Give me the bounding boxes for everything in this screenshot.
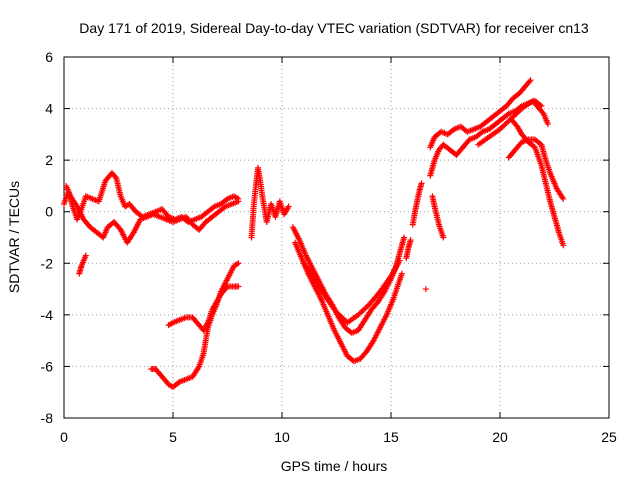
data-point [527,77,534,84]
y-tick-label: -8 [41,410,54,426]
series-track-b [63,182,242,246]
series-track-n [427,97,545,179]
series-track-o [429,193,447,241]
data-point [82,252,89,259]
plot-frame [63,56,610,419]
axis-ticks: 0 5 10 15 20 25 -8 -6 -4 -2 0 2 4 6 [41,49,617,445]
data-points [61,77,567,391]
x-tick-label: 25 [601,429,617,445]
data-point [418,180,425,187]
y-tick-label: 2 [45,152,53,168]
series-track-i [300,257,403,326]
data-point [223,284,230,291]
series-track-j [403,237,414,262]
data-point [407,237,414,244]
series-track-p [507,115,567,249]
series-track-f [248,164,292,241]
data-point [285,203,292,210]
data-point [396,257,403,264]
x-tick-label: 20 [492,429,508,445]
x-tick-label: 0 [60,429,68,445]
series-track-c [76,252,89,277]
data-point [422,286,429,293]
series-track-e [165,283,242,334]
y-tick-label: 6 [45,49,53,65]
data-point [401,234,408,241]
data-point [235,198,242,205]
y-axis-label: SDTVAR / TECUs [6,181,22,293]
data-point [560,242,567,249]
x-tick-label: 15 [383,429,399,445]
series-track-d [148,260,242,391]
x-tick-label: 10 [274,429,290,445]
y-tick-label: 0 [45,204,53,220]
y-tick-label: -2 [41,255,54,271]
x-tick-label: 5 [169,429,177,445]
series-track-q [505,136,567,202]
series-track-m [427,77,534,151]
series-track-l [422,286,429,293]
data-point [112,173,119,180]
series-track-r [475,97,551,148]
y-tick-label: -4 [41,307,54,323]
data-point [560,195,567,202]
data-point [235,283,242,290]
data-point [440,234,447,241]
y-tick-label: 4 [45,101,53,117]
y-tick-label: -6 [41,358,54,374]
data-point [235,260,242,267]
data-point [526,78,533,85]
data-point [398,270,405,277]
data-point [544,121,551,128]
x-axis-label: GPS time / hours [281,458,388,474]
series-track-k [409,180,425,228]
grid [64,57,609,418]
chart-title: Day 171 of 2019, Sidereal Day-to-day VTE… [79,20,589,36]
